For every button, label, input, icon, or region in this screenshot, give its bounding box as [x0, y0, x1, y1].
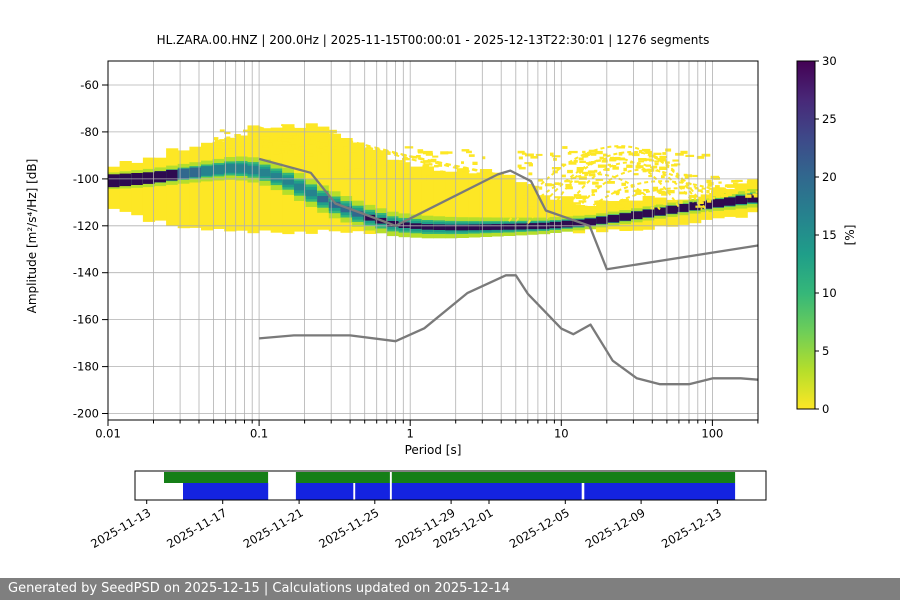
psd-coverage-segment — [355, 483, 390, 500]
colorbar-tick-label: 30 — [822, 54, 837, 68]
psd-coverage-segment — [183, 483, 269, 500]
x-axis-label: Period [s] — [404, 443, 462, 457]
colorbar-tick-label: 0 — [822, 402, 829, 416]
date-tick-label: 2025-12-05 — [507, 505, 572, 551]
date-tick-label: 2025-11-13 — [88, 505, 153, 551]
footer-text: Generated by SeedPSD on 2025-12-15 | Cal… — [8, 581, 510, 596]
y-tick-label: -120 — [73, 219, 99, 233]
availability-timeline: 2025-11-13 2025-11-17 2025-11-21 2025-11-25… — [88, 470, 767, 551]
y-tick-label: -160 — [73, 313, 99, 327]
y-tick-label: -200 — [73, 407, 99, 421]
y-tick-label: -80 — [80, 125, 99, 139]
x-tick-label: 1 — [407, 427, 414, 441]
axis-ticks — [102, 84, 759, 426]
data-coverage-segment — [164, 472, 269, 483]
noise-model-lines — [258, 157, 758, 386]
data-coverage-segment — [391, 472, 736, 483]
date-tick-label: 2025-11-17 — [164, 505, 229, 551]
timeline-group: 2025-11-13 2025-11-17 2025-11-21 2025-11-25… — [88, 470, 767, 551]
ppsd-chart: 0.01 0.1 1 10 100-60-80-100-120-140-160-180-… — [73, 54, 857, 441]
colorbar-tick-label: 20 — [822, 170, 837, 184]
x-tick-label: 0.01 — [95, 427, 121, 441]
colorbar-tick-label: 10 — [822, 286, 837, 300]
colorbar-label: [%] — [843, 225, 857, 246]
date-tick-label: 2025-12-09 — [583, 505, 648, 551]
axes-frame: 0.01 0.1 1 10 100 -60 -80 -100 -120 -140 -160 -180 -… — [73, 60, 759, 441]
ppsd-histogram — [108, 123, 758, 239]
y-tick-label: -180 — [73, 360, 99, 374]
y-tick-label: -100 — [73, 172, 99, 186]
footer-bar: Generated by SeedPSD on 2025-12-15 | Cal… — [0, 578, 900, 600]
x-tick-label: 0.1 — [250, 427, 268, 441]
colorbar: 0 5 10 15 20 25 30 [%] — [796, 54, 857, 416]
grid-lines — [107, 61, 759, 420]
date-tick-label: 2025-11-21 — [241, 505, 306, 551]
date-tick-label: 2025-11-25 — [316, 505, 381, 551]
y-tick-label: -140 — [73, 266, 99, 280]
x-tick-label: 100 — [701, 427, 723, 441]
colorbar-tick-label: 25 — [822, 112, 837, 126]
psd-coverage-segment — [584, 483, 736, 500]
date-tick-label: 2025-12-13 — [659, 505, 724, 551]
chart-title: HL.ZARA.00.HNZ | 200.0Hz | 2025-11-15T00… — [156, 33, 710, 47]
y-tick-label: -60 — [80, 78, 99, 92]
data-coverage-segment — [295, 472, 390, 483]
x-tick-label: 10 — [554, 427, 569, 441]
psd-coverage-segment — [391, 483, 582, 500]
colorbar-tick-label: 15 — [822, 228, 837, 242]
colorbar-tick-label: 5 — [822, 344, 829, 358]
psd-coverage-segment — [295, 483, 354, 500]
